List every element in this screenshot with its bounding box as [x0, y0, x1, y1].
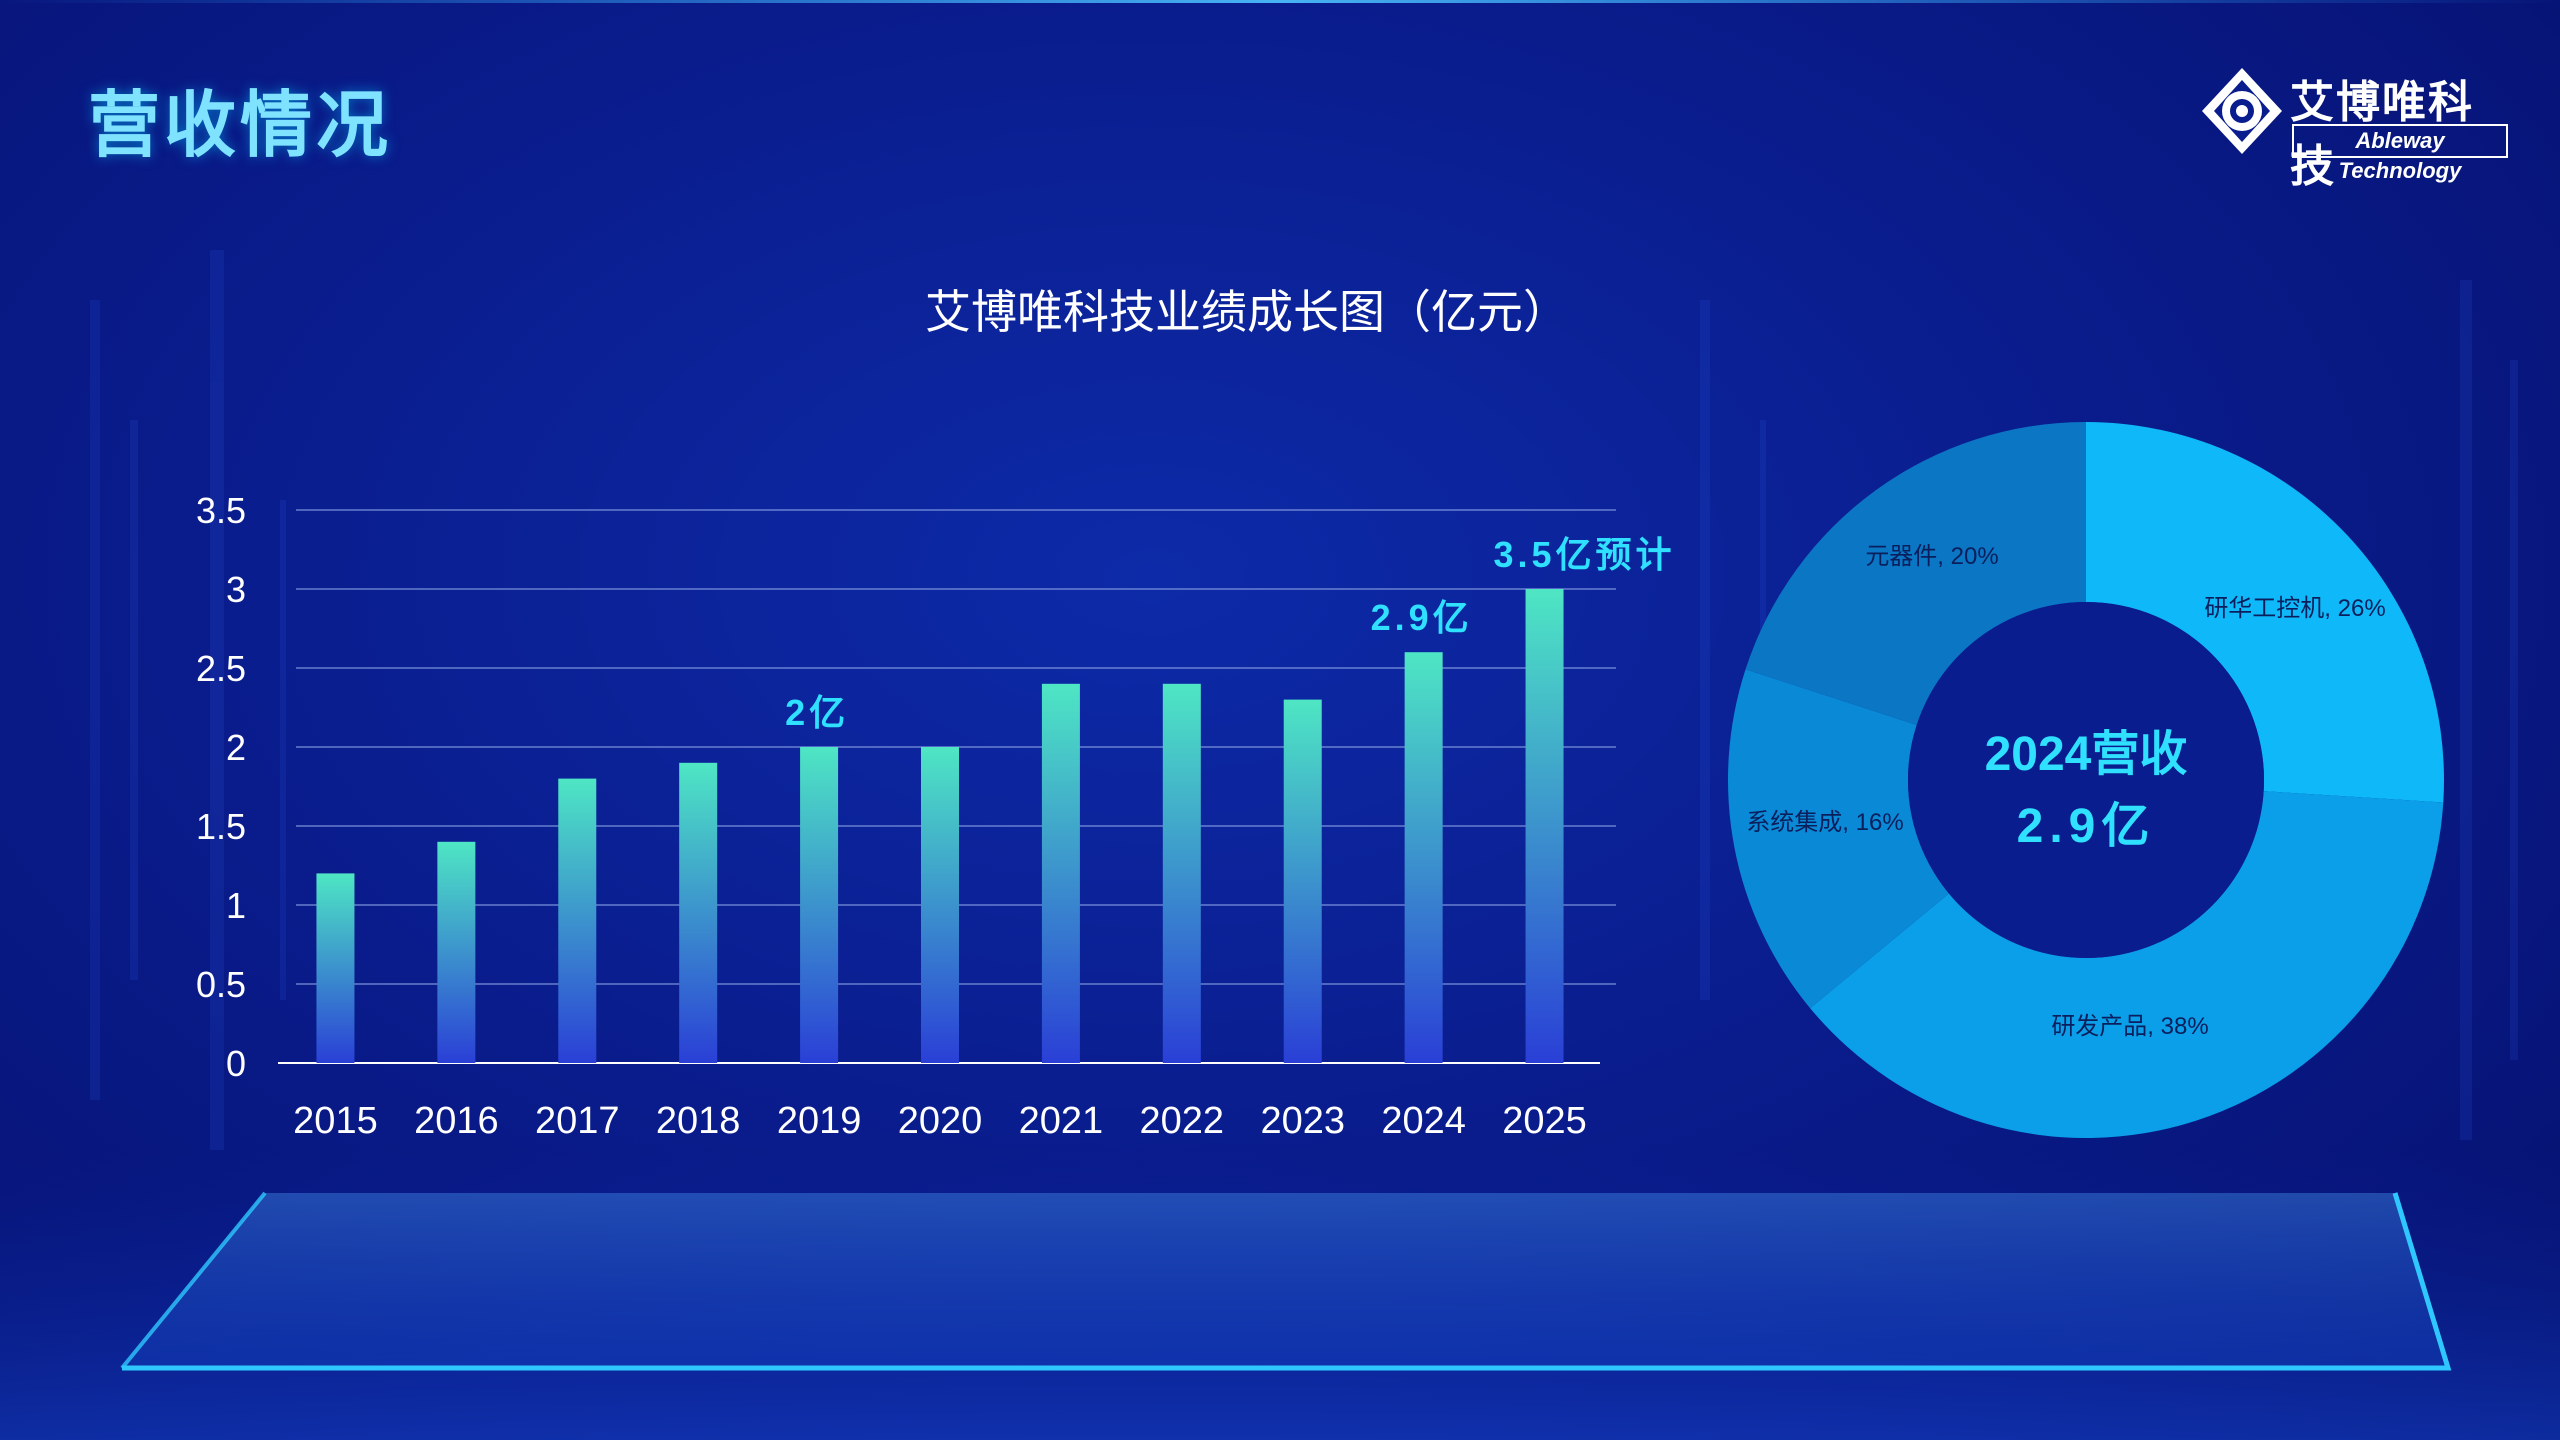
y-tick-label: 2.5 — [196, 648, 246, 689]
bar-annotation-2019: 2亿 — [785, 692, 849, 733]
y-tick-label: 3.5 — [196, 490, 246, 531]
y-tick-label: 3 — [226, 569, 246, 610]
logo-name: 艾博唯科技 — [2290, 78, 2474, 191]
y-tick-label: 2 — [226, 727, 246, 768]
y-tick-label: 1 — [226, 885, 246, 926]
donut-slice-3 — [1745, 422, 2086, 725]
donut-slice-label: 研华工控机, 26% — [2204, 595, 2385, 622]
bar-2016 — [437, 841, 476, 1063]
bar-2021 — [1041, 683, 1080, 1063]
y-tick-label: 0.5 — [196, 964, 246, 1005]
donut-slice-label: 系统集成, 16% — [1746, 809, 1903, 836]
x-tick-label: 2017 — [535, 1100, 620, 1142]
y-tick-label: 1.5 — [196, 806, 246, 847]
bar-2015 — [316, 873, 355, 1063]
donut-center-label: 2024营收 — [1985, 728, 2188, 781]
bar-2019 — [800, 747, 839, 1063]
x-tick-label: 2019 — [777, 1100, 862, 1142]
bar-2022 — [1162, 683, 1201, 1063]
x-tick-label: 2021 — [1019, 1100, 1104, 1142]
x-tick-label: 2020 — [898, 1100, 983, 1142]
donut-center-value: 2.9亿 — [2017, 800, 2156, 853]
bar-2017 — [558, 778, 597, 1063]
bar-chart: 0 0.5 1 1.5 2 2.5 3 3.5 2015 2016 2017 2018 2019 2亿 20… — [196, 490, 1676, 1142]
donut-hole — [1908, 602, 2264, 958]
donut-slice-2 — [1728, 669, 1949, 1009]
donut-chart: 研华工控机, 26% 研发产品, 38% 系统集成, 16% 元器件, 20% 2024… — [1728, 422, 2444, 1139]
bar-2025 — [1525, 589, 1564, 1063]
x-tick-label: 2015 — [293, 1100, 378, 1142]
logo-subtitle: Ableway Technology — [2292, 124, 2508, 183]
donut-slice-label: 研发产品, 38% — [2051, 1013, 2208, 1040]
bar-annotation-2025: 3.5亿预计 — [1494, 534, 1676, 575]
x-tick-label: 2016 — [414, 1100, 499, 1142]
x-tick-label: 2025 — [1502, 1100, 1587, 1142]
x-tick-label: 2024 — [1381, 1100, 1466, 1142]
bar-chart-title: 艾博唯科技业绩成长图（亿元） — [925, 286, 1569, 338]
donut-slice-label: 元器件, 20% — [1865, 543, 1998, 570]
bar-2023 — [1283, 699, 1322, 1063]
bar-2018 — [679, 762, 718, 1063]
page-title: 营收情况 — [88, 86, 393, 166]
x-tick-label: 2018 — [656, 1100, 741, 1142]
x-tick-label: 2022 — [1140, 1100, 1225, 1142]
donut-slice-0 — [2086, 422, 2444, 803]
bar-2024 — [1404, 652, 1443, 1063]
bar-2020 — [921, 747, 959, 1063]
donut-slice-1 — [1810, 791, 2444, 1139]
company-logo: 艾博唯科技 Ableway Technology — [2200, 66, 2510, 191]
y-tick-label: 0 — [226, 1043, 246, 1084]
bar-annotation-2024: 2.9亿 — [1371, 597, 1473, 638]
x-tick-label: 2023 — [1260, 1100, 1345, 1142]
logo-emblem-icon — [2202, 68, 2282, 154]
